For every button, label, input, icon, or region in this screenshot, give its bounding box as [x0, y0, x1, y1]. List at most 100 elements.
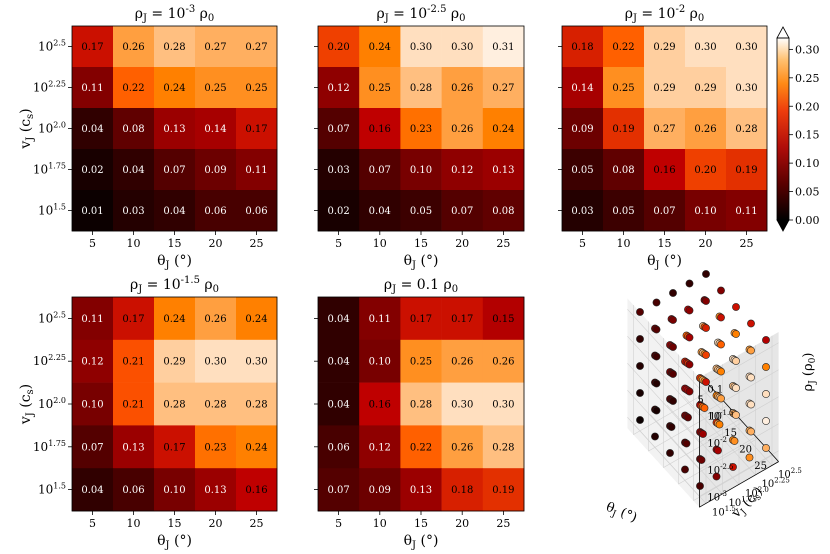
cell-label: 0.09	[571, 124, 593, 135]
y-tick-label: 101.5	[38, 482, 66, 497]
cell-label: 0.04	[327, 357, 349, 368]
heatmap-cell	[359, 67, 401, 109]
heatmap-cell	[482, 67, 525, 109]
cell-label: 0.07	[451, 206, 473, 217]
heatmap-cell	[113, 339, 155, 383]
heatmap-cell	[359, 339, 401, 383]
y-tick-label: 102.25	[762, 477, 790, 490]
grid-line	[678, 438, 758, 485]
scatter-point	[762, 336, 770, 344]
cell-label: 0.26	[451, 124, 473, 135]
heatmap-cell	[400, 67, 442, 109]
y-tick-label: 102.5	[38, 310, 66, 325]
x-tick-label: 25	[250, 517, 264, 530]
scatter-point	[652, 406, 661, 415]
colorbar-tick-label: 0.20	[795, 100, 820, 113]
scatter-point	[652, 325, 661, 334]
cell-label: 0.31	[492, 42, 514, 53]
scatter-point	[669, 289, 677, 297]
y-tick-label: 101.75	[729, 496, 757, 509]
cell-label: 0.07	[163, 165, 185, 176]
cell-label: 0.17	[122, 314, 144, 325]
heatmap-cell	[113, 190, 155, 232]
cell-label: 0.17	[163, 442, 185, 453]
heatmap-cell	[400, 468, 442, 512]
heatmap-cell	[685, 190, 727, 232]
x-tick-label: 5	[579, 237, 586, 250]
heatmap-cell	[195, 26, 237, 68]
heatmap-cell	[72, 190, 114, 232]
cell-label: 0.13	[163, 124, 185, 135]
scatter-point	[732, 384, 740, 392]
cell-label: 0.26	[451, 83, 473, 94]
heatmap-cell	[72, 26, 114, 68]
heatmap-cell	[482, 425, 525, 469]
cell-label: 0.26	[451, 357, 473, 368]
heatmap-cell	[400, 382, 442, 426]
cell-label: 0.23	[204, 442, 226, 453]
heatmap-cell	[400, 26, 442, 68]
heatmap-cell	[359, 382, 401, 426]
heatmap-cell	[603, 67, 645, 109]
grid-line	[627, 362, 700, 443]
cell-label: 0.17	[245, 124, 267, 135]
y-tick-label: 102.25	[33, 353, 66, 368]
heatmap-cell	[685, 67, 727, 109]
heatmap-cell	[72, 425, 114, 469]
x-tick-label: 25	[496, 237, 510, 250]
scatter-point	[651, 432, 659, 441]
heatmap-cell	[72, 67, 114, 109]
cell-label: 0.25	[204, 83, 226, 94]
cell-label: 0.13	[492, 165, 514, 176]
heatmap-cell	[644, 149, 686, 191]
cell-label: 0.25	[612, 83, 634, 94]
x-axis-label: θJ (°)	[404, 533, 439, 551]
colorbar-tick-label: 0.25	[795, 72, 820, 85]
cell-label: 0.16	[653, 165, 675, 176]
heatmap-cell	[562, 26, 604, 68]
heatmap-cell	[318, 190, 360, 232]
cell-label: 0.04	[327, 314, 349, 325]
grid-line	[683, 395, 756, 476]
x-axis-label: θJ (°)	[157, 253, 192, 271]
scatter-point	[714, 446, 722, 455]
scatter-point	[762, 444, 770, 452]
heatmap-cell	[72, 382, 114, 426]
heatmap-cell	[400, 425, 442, 469]
heatmap-cell	[195, 108, 237, 150]
cell-label: 0.08	[612, 165, 634, 176]
colorbar-frame	[776, 37, 790, 221]
heatmap-cell	[236, 26, 278, 68]
heatmap-cell	[685, 108, 727, 150]
cell-label: 0.30	[735, 42, 757, 53]
heatmap-cell	[318, 26, 360, 68]
scatter-point	[682, 439, 691, 448]
x-tick-label: 10	[373, 517, 387, 530]
x-tick-label: 10	[127, 237, 141, 250]
scatter-point	[669, 370, 677, 378]
heatmap-panel-1: 0.17 0.26 0.28 0.27 0.27 0.11 0.22 0.24 0.25 0.25…	[18, 4, 278, 271]
scatter-point	[715, 420, 724, 429]
scatter-point	[762, 390, 770, 398]
panel-title: ρJ = 10-2 ρ0	[625, 4, 705, 24]
cell-label: 0.27	[245, 42, 267, 53]
x-axis-label: θJ (°)	[157, 533, 192, 551]
x-tick-label: 5	[335, 237, 342, 250]
scatter-point	[685, 360, 694, 369]
cell-label: 0.24	[245, 314, 267, 325]
x-tick-label: 5	[89, 517, 96, 530]
heatmap-cell	[318, 425, 360, 469]
cell-label: 0.06	[204, 206, 226, 217]
heatmap-cell	[400, 190, 442, 232]
cell-label: 0.30	[245, 357, 267, 368]
heatmap-cell	[562, 67, 604, 109]
heatmap-cell	[154, 149, 196, 191]
z-tick-label: 10-2	[707, 436, 727, 449]
heatmap-cell	[154, 108, 196, 150]
heatmap-cell	[236, 339, 278, 383]
cell-label: 0.10	[410, 165, 432, 176]
heatmap-cell	[441, 108, 484, 150]
heatmap-cell	[154, 26, 196, 68]
scatter-point	[696, 482, 704, 490]
cell-label: 0.26	[122, 42, 144, 53]
